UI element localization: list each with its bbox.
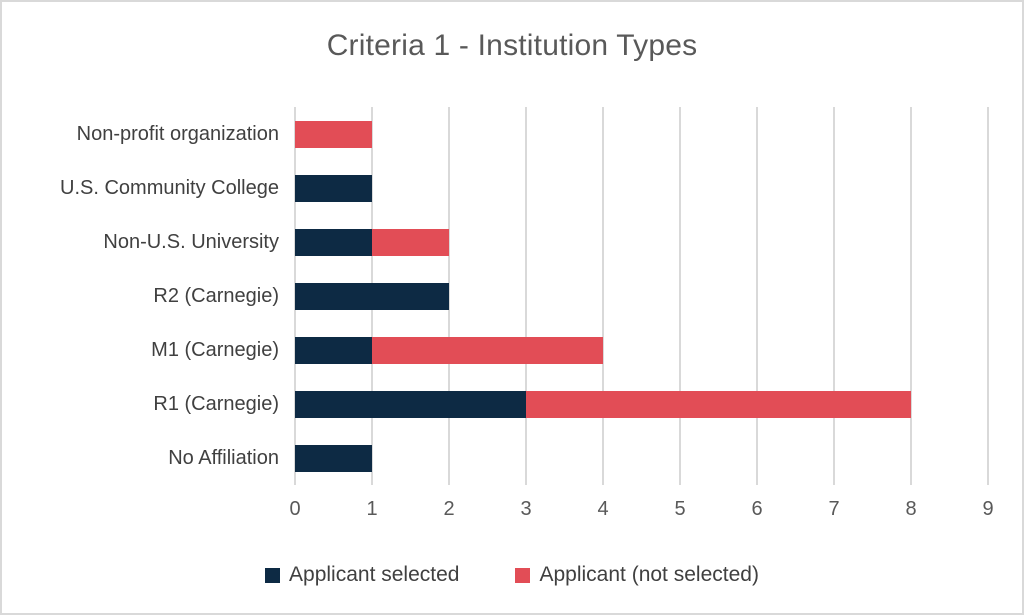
legend-item: Applicant selected xyxy=(265,563,459,587)
bar-row xyxy=(295,120,988,148)
bar-row xyxy=(295,336,988,364)
gridline xyxy=(679,107,681,485)
bar-row xyxy=(295,174,988,202)
x-axis-tick-label: 9 xyxy=(982,498,994,520)
chart-title: Criteria 1 - Institution Types xyxy=(326,29,698,62)
x-axis-tick-label: 2 xyxy=(443,498,455,520)
y-axis-category-labels: Non-profit organization U.S. Community Co… xyxy=(2,107,279,485)
gridline xyxy=(602,107,604,485)
bar-row xyxy=(295,444,988,472)
x-axis-tick-labels: 0 1 2 3 4 5 6 7 8 9 xyxy=(289,498,993,526)
bar-segment xyxy=(295,390,526,418)
gridline xyxy=(833,107,835,485)
x-axis-tick-label: 1 xyxy=(366,498,378,520)
bar-segment xyxy=(295,336,372,364)
gridline xyxy=(987,107,989,485)
bar-segment xyxy=(295,174,372,202)
gridline xyxy=(448,107,450,485)
bar-row xyxy=(295,390,988,418)
bar-segment xyxy=(372,228,449,256)
x-axis-tick-label: 6 xyxy=(751,498,763,520)
bar-segment xyxy=(295,282,449,310)
x-axis-tick-label: 5 xyxy=(674,498,686,520)
category-label: R1 (Carnegie) xyxy=(153,392,279,415)
bar-segment xyxy=(526,390,911,418)
gridline xyxy=(910,107,912,485)
bar-segment xyxy=(372,336,603,364)
legend-item: Applicant (not selected) xyxy=(515,563,759,587)
x-axis-tick-label: 0 xyxy=(289,498,301,520)
legend-swatch-icon xyxy=(265,567,281,583)
category-label: Non-profit organization xyxy=(76,122,279,145)
bar-row xyxy=(295,228,988,256)
bar-row xyxy=(295,282,988,310)
gridline xyxy=(756,107,758,485)
category-label: R2 (Carnegie) xyxy=(153,284,279,307)
bar-segment xyxy=(295,228,372,256)
legend-label: Applicant selected xyxy=(289,563,460,586)
bar-segment xyxy=(295,444,372,472)
x-axis-tick-label: 3 xyxy=(520,498,532,520)
bar-segment xyxy=(295,120,372,148)
legend-label: Applicant (not selected) xyxy=(539,563,759,586)
category-label: U.S. Community College xyxy=(60,176,279,199)
category-label: No Affiliation xyxy=(168,446,279,469)
legend-swatch-icon xyxy=(515,567,531,583)
category-label: Non-U.S. University xyxy=(103,230,279,253)
plot-area xyxy=(294,107,989,485)
category-label: M1 (Carnegie) xyxy=(151,338,279,361)
legend: Applicant selected Applicant (not selecte… xyxy=(2,560,1022,590)
x-axis-tick-label: 4 xyxy=(597,498,609,520)
gridline xyxy=(525,107,527,485)
x-axis-tick-label: 7 xyxy=(828,498,840,520)
x-axis-tick-label: 8 xyxy=(905,498,917,520)
